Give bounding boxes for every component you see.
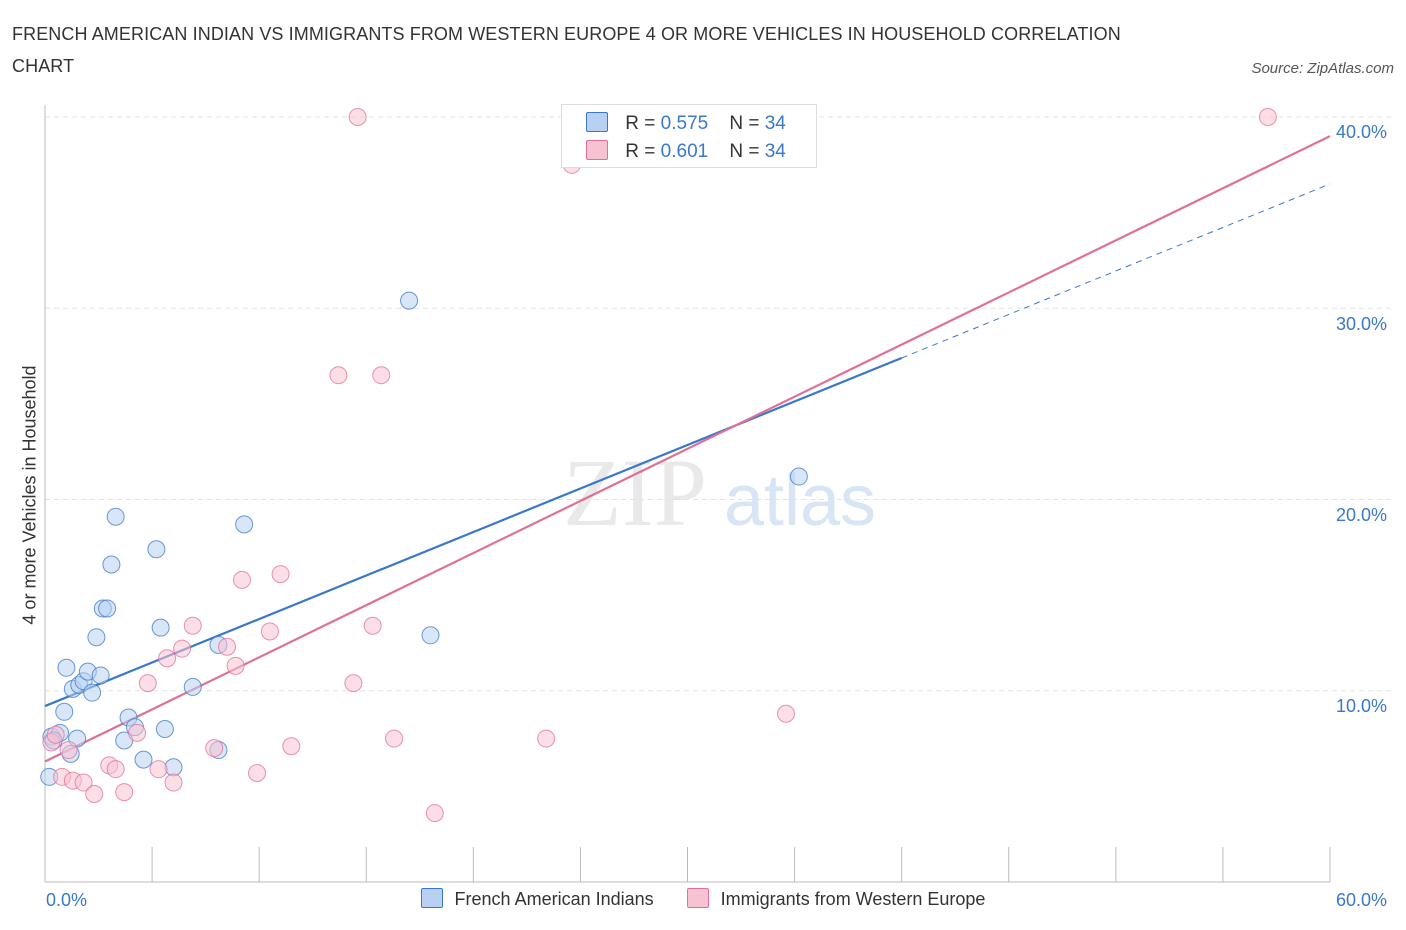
- data-point: [372, 366, 391, 385]
- pink-swatch: [686, 888, 709, 908]
- n-label: N =: [729, 141, 760, 162]
- data-point: [173, 639, 192, 658]
- data-point: [138, 674, 157, 693]
- data-point: [183, 677, 202, 696]
- pink-swatch: [586, 140, 608, 160]
- data-point: [158, 649, 177, 668]
- data-point: [87, 628, 106, 647]
- y-tick-label-30: 30.0%: [1336, 314, 1388, 334]
- data-point: [155, 720, 174, 738]
- data-point: [363, 616, 382, 635]
- data-point: [91, 666, 110, 685]
- data-point: [1258, 108, 1277, 126]
- data-point: [344, 674, 363, 693]
- data-point: [147, 540, 166, 559]
- data-point: [385, 729, 404, 748]
- trendline-extension: [901, 183, 1331, 359]
- data-point: [164, 773, 183, 792]
- data-point: [106, 507, 125, 526]
- data-point: [271, 565, 290, 584]
- data-point: [400, 291, 419, 310]
- series-legend: French American Indians Immigrants from …: [0, 888, 1406, 910]
- watermark-zip: ZIP: [563, 439, 707, 546]
- blue-swatch: [420, 888, 443, 908]
- y-axis-title: 4 or more Vehicles in Household: [19, 365, 40, 625]
- r-value: 0.575: [660, 113, 709, 134]
- r-label: R =: [625, 141, 656, 162]
- data-point: [425, 804, 444, 823]
- n-value: 34: [764, 141, 786, 162]
- data-point: [128, 723, 147, 742]
- data-point: [115, 783, 134, 802]
- data-point: [106, 760, 125, 779]
- blue-swatch: [586, 112, 608, 132]
- legend-row-blue: R = 0.575 N = 34: [586, 112, 786, 138]
- data-point: [85, 785, 104, 804]
- data-point: [260, 622, 279, 641]
- data-point: [151, 618, 170, 637]
- data-point: [149, 760, 168, 779]
- x-tick-label-min: 0.0%: [46, 890, 88, 910]
- r-label: R =: [625, 113, 656, 134]
- data-point: [218, 637, 237, 656]
- data-point: [59, 741, 78, 760]
- data-point: [164, 758, 183, 777]
- data-point: [777, 704, 796, 723]
- data-point: [98, 599, 117, 618]
- data-point: [55, 702, 74, 721]
- data-point: [205, 739, 224, 758]
- n-value: 34: [764, 113, 786, 134]
- y-tick-label-20: 20.0%: [1336, 505, 1388, 525]
- data-point: [348, 108, 367, 126]
- data-point: [537, 729, 556, 748]
- data-point: [134, 750, 153, 769]
- data-point: [102, 555, 121, 574]
- legend-label: French American Indians: [454, 889, 654, 909]
- trendline: [44, 135, 1331, 763]
- x-tick-label-max: 60.0%: [1336, 890, 1388, 910]
- n-label: N =: [729, 113, 760, 134]
- data-point: [183, 616, 202, 635]
- data-point: [329, 366, 348, 385]
- source-label: Source: ZipAtlas.com: [1251, 60, 1394, 77]
- data-point: [46, 725, 65, 744]
- r-value: 0.601: [660, 141, 709, 162]
- data-point: [83, 683, 102, 702]
- data-point: [74, 773, 93, 792]
- data-point: [233, 570, 252, 589]
- data-point: [226, 656, 245, 675]
- data-point: [235, 515, 254, 534]
- data-point: [421, 626, 440, 645]
- y-tick-label-10: 10.0%: [1336, 696, 1388, 716]
- correlation-legend: R = 0.575 N = 34 R = 0.601 N = 34: [561, 104, 817, 168]
- legend-row-pink: R = 0.601 N = 34: [586, 140, 786, 166]
- data-point: [282, 737, 301, 756]
- legend-item-immigrants-western-europe: Immigrants from Western Europe: [686, 888, 986, 910]
- chart-title: FRENCH AMERICAN INDIAN VS IMMIGRANTS FRO…: [12, 24, 1121, 76]
- data-point: [57, 658, 76, 677]
- data-point: [248, 763, 267, 782]
- legend-item-french-american-indians: French American Indians: [420, 888, 654, 910]
- data-point: [789, 467, 808, 486]
- y-tick-label-40: 40.0%: [1336, 122, 1388, 142]
- legend-label: Immigrants from Western Europe: [720, 889, 986, 909]
